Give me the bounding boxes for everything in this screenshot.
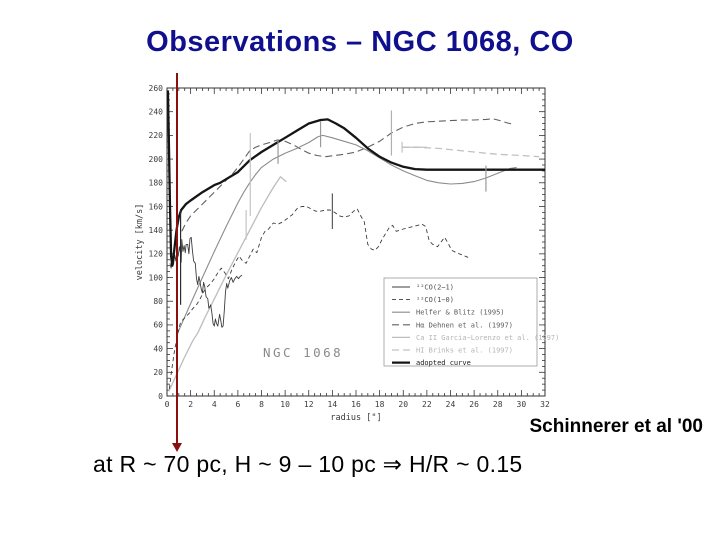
legend-label: Hα Dehnen et al. (1997) — [416, 321, 513, 329]
series-co10 — [168, 206, 469, 389]
x-tick-label: 10 — [280, 400, 290, 409]
x-tick-label: 16 — [351, 400, 361, 409]
x-tick-label: 32 — [540, 400, 550, 409]
y-tick-label: 220 — [149, 131, 164, 140]
y-tick-label: 80 — [153, 297, 163, 306]
y-tick-label: 160 — [149, 202, 164, 211]
x-tick-label: 0 — [165, 400, 170, 409]
legend-label: adopted curve — [416, 359, 471, 367]
x-tick-label: 8 — [259, 400, 264, 409]
rotation-curve-chart: 0 2 4 6 8 10 12 14 16 18 20 22 24 26 28 30 3202040608010… — [135, 84, 559, 423]
series-adopted — [166, 90, 545, 267]
x-tick-label: 22 — [422, 400, 432, 409]
x-tick-label: 14 — [328, 400, 338, 409]
y-axis-label: velocity [km/s] — [135, 204, 145, 281]
rotation-curve-figure: 0 2 4 6 8 10 12 14 16 18 20 22 24 26 28 30 32 0 20 40 60 80 10… — [130, 62, 562, 434]
series-halpha — [181, 118, 515, 232]
galaxy-name-label: NGC 1068 — [263, 345, 343, 360]
legend-label: Ca II Garcia−Lorenzo et al. (1997) — [416, 334, 559, 342]
y-tick-label: 140 — [149, 226, 164, 235]
x-tick-label: 18 — [375, 400, 385, 409]
x-tick-label: 4 — [212, 400, 217, 409]
legend-label: ¹²CO(1−0) — [416, 296, 454, 304]
series-helfer — [177, 134, 517, 334]
y-tick-label: 120 — [149, 250, 164, 259]
y-tick-label: 100 — [149, 273, 164, 282]
y-tick-label: 60 — [153, 321, 163, 330]
x-tick-label: 20 — [398, 400, 408, 409]
y-tick-label: 20 — [153, 368, 163, 377]
y-tick-label: 0 — [158, 392, 163, 401]
x-tick-label: 24 — [446, 400, 456, 409]
series-caii — [168, 176, 287, 392]
y-tick-label: 180 — [149, 179, 164, 188]
x-axis-label: radius ["] — [330, 413, 381, 423]
y-tick-label: 200 — [149, 155, 164, 164]
legend-box — [383, 277, 538, 367]
x-tick-label: 30 — [517, 400, 527, 409]
legend-label: Helfer & Blitz (1995) — [416, 309, 505, 317]
series-hi — [402, 146, 540, 158]
legend-label: ¹²CO(2−1) — [416, 284, 454, 292]
x-tick-label: 12 — [304, 400, 314, 409]
x-tick-label: 6 — [235, 400, 240, 409]
x-tick-label: 2 — [188, 400, 193, 409]
highlight-arrow-head-icon — [172, 443, 182, 452]
citation-text: Schinnerer et al '00 — [529, 416, 704, 437]
highlight-arrow-line — [176, 73, 178, 444]
slide-title: Observations – NGC 1068, CO — [146, 26, 574, 58]
conclusion-text: at R ~ 70 pc, H ~ 9 – 10 pc ⇒ H/R ~ 0.15 — [93, 451, 523, 477]
y-tick-label: 40 — [153, 344, 163, 353]
y-tick-label: 240 — [149, 107, 164, 116]
y-tick-label: 260 — [149, 84, 164, 93]
x-tick-label: 26 — [469, 400, 479, 409]
legend-label: HI Brinks et al. (1997) — [416, 347, 513, 355]
x-tick-label: 28 — [493, 400, 503, 409]
